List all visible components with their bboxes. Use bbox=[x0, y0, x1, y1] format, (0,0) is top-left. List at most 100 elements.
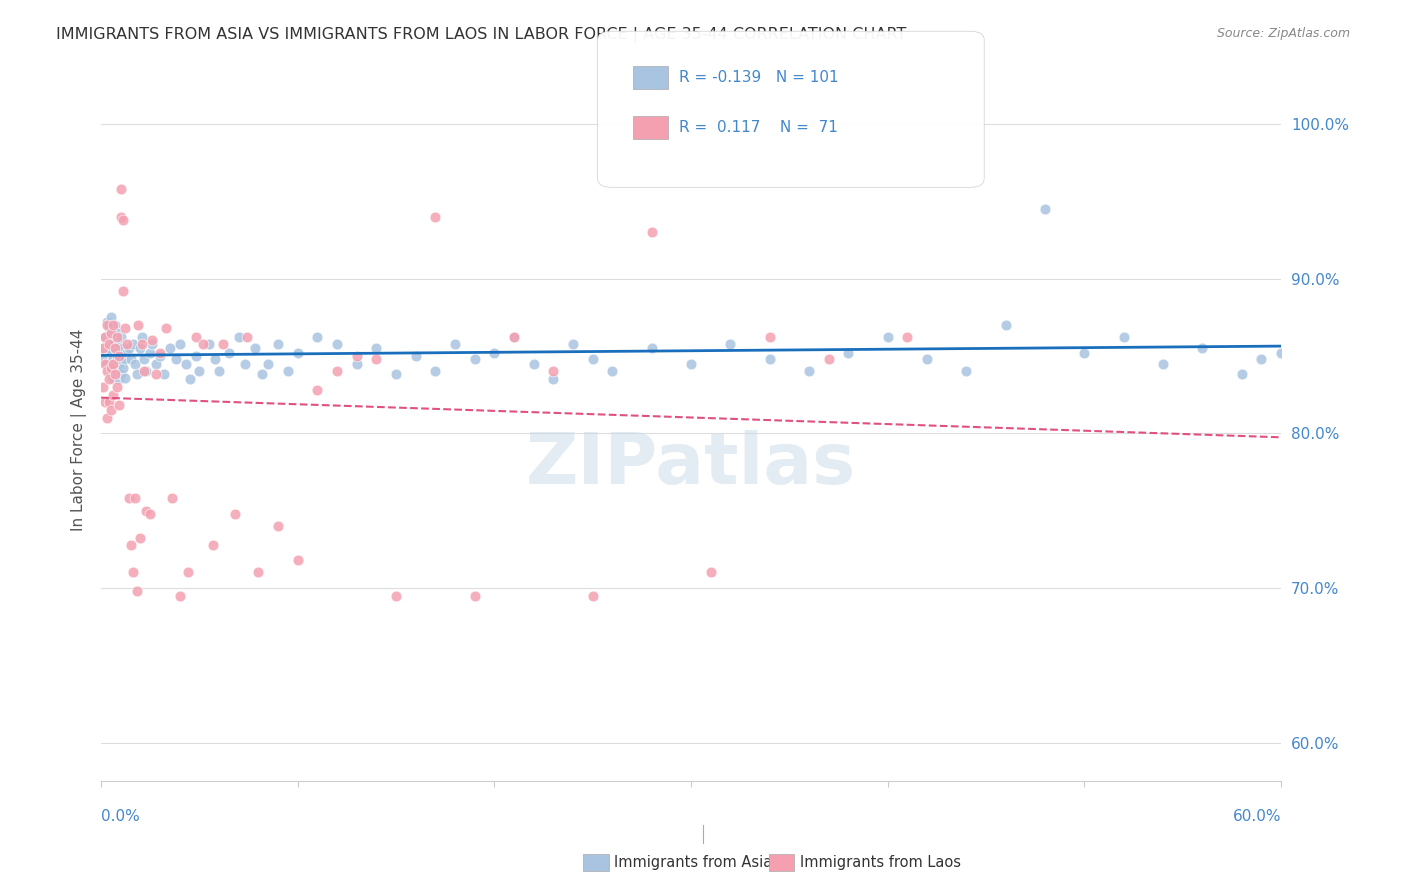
Point bbox=[134, 351, 156, 366]
Point bbox=[1250, 351, 1272, 366]
Point bbox=[110, 351, 132, 366]
Point bbox=[108, 398, 131, 412]
Point bbox=[235, 330, 257, 344]
Point bbox=[641, 341, 664, 355]
Text: Source: ZipAtlas.com: Source: ZipAtlas.com bbox=[1216, 27, 1350, 40]
Point bbox=[108, 336, 131, 351]
Point bbox=[120, 351, 142, 366]
Point bbox=[385, 368, 408, 382]
Text: IMMIGRANTS FROM ASIA VS IMMIGRANTS FROM LAOS IN LABOR FORCE | AGE 35-44 CORRELAT: IMMIGRANTS FROM ASIA VS IMMIGRANTS FROM … bbox=[56, 27, 907, 43]
Point bbox=[503, 330, 526, 344]
Point bbox=[115, 336, 138, 351]
Point bbox=[346, 357, 368, 371]
Point bbox=[96, 336, 118, 351]
Point bbox=[125, 368, 148, 382]
Point bbox=[562, 336, 585, 351]
Point bbox=[110, 182, 132, 196]
Point bbox=[149, 346, 172, 360]
Point bbox=[543, 364, 565, 378]
Point bbox=[277, 364, 299, 378]
Point bbox=[141, 334, 163, 348]
Point bbox=[121, 566, 143, 580]
Point bbox=[101, 351, 124, 366]
Point bbox=[110, 368, 132, 382]
Point bbox=[994, 318, 1017, 332]
Text: 60.0%: 60.0% bbox=[1233, 809, 1281, 824]
Point bbox=[110, 210, 132, 224]
Point bbox=[425, 364, 447, 378]
Point bbox=[105, 349, 128, 363]
Point bbox=[101, 357, 124, 371]
Point bbox=[243, 341, 266, 355]
Point bbox=[104, 364, 127, 378]
Point bbox=[233, 357, 256, 371]
Point bbox=[149, 349, 172, 363]
Point bbox=[134, 364, 156, 378]
Point bbox=[444, 336, 467, 351]
Point bbox=[114, 351, 136, 366]
Point bbox=[346, 349, 368, 363]
Point bbox=[202, 538, 225, 552]
Point bbox=[94, 357, 117, 371]
Point bbox=[198, 336, 221, 351]
Point bbox=[169, 336, 191, 351]
Point bbox=[139, 346, 162, 360]
Point bbox=[797, 364, 820, 378]
Point bbox=[115, 346, 138, 360]
Point bbox=[108, 349, 131, 363]
Point bbox=[131, 330, 153, 344]
Point bbox=[96, 364, 118, 378]
Point bbox=[98, 372, 121, 386]
Y-axis label: In Labor Force | Age 35-44: In Labor Force | Age 35-44 bbox=[72, 328, 87, 531]
Point bbox=[121, 336, 143, 351]
Point bbox=[100, 310, 122, 325]
Point bbox=[193, 336, 215, 351]
Point bbox=[104, 341, 127, 355]
Point bbox=[915, 351, 938, 366]
Point bbox=[165, 351, 187, 366]
Point bbox=[174, 357, 197, 371]
Point bbox=[247, 566, 270, 580]
Point bbox=[287, 553, 309, 567]
Point bbox=[602, 364, 624, 378]
Point bbox=[141, 336, 163, 351]
Text: R = -0.139   N = 101: R = -0.139 N = 101 bbox=[679, 70, 839, 85]
Point bbox=[758, 351, 780, 366]
Point bbox=[582, 351, 605, 366]
Point bbox=[100, 326, 122, 340]
Text: ZIPatlas: ZIPatlas bbox=[526, 430, 856, 499]
Point bbox=[503, 330, 526, 344]
Point bbox=[224, 507, 246, 521]
Point bbox=[108, 372, 131, 386]
Point bbox=[641, 225, 664, 239]
Point bbox=[100, 346, 122, 360]
Point bbox=[464, 351, 486, 366]
Point bbox=[94, 330, 117, 344]
Point bbox=[385, 589, 408, 603]
Point bbox=[218, 346, 240, 360]
Point bbox=[307, 383, 329, 397]
Point bbox=[101, 318, 124, 332]
Point bbox=[307, 330, 329, 344]
Point bbox=[184, 330, 207, 344]
Point bbox=[94, 395, 117, 409]
Point bbox=[179, 372, 201, 386]
Point bbox=[758, 330, 780, 344]
Point bbox=[188, 364, 211, 378]
Point bbox=[105, 330, 128, 344]
Point bbox=[543, 372, 565, 386]
Point bbox=[124, 357, 146, 371]
Point bbox=[366, 341, 388, 355]
Point bbox=[114, 370, 136, 384]
Point bbox=[955, 364, 977, 378]
Point bbox=[100, 403, 122, 417]
Point bbox=[135, 503, 157, 517]
Point bbox=[1270, 346, 1292, 360]
Point bbox=[1152, 357, 1174, 371]
Point bbox=[252, 368, 274, 382]
Point bbox=[96, 357, 118, 371]
Point bbox=[128, 318, 150, 332]
Point bbox=[105, 368, 128, 382]
Point bbox=[124, 491, 146, 506]
Point bbox=[1073, 346, 1095, 360]
